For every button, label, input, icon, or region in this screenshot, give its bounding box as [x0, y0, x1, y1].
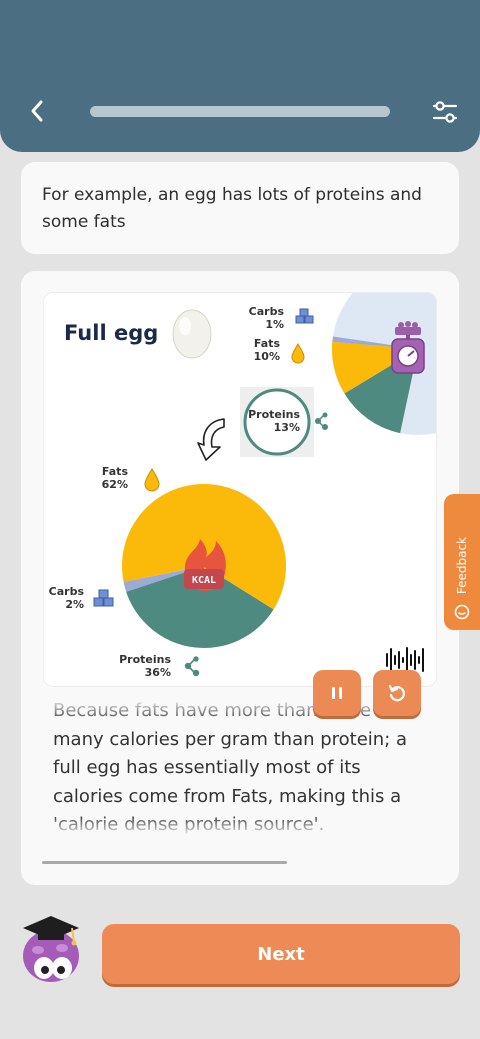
intro-text: For example, an egg has lots of proteins…	[42, 185, 422, 232]
waveform-icon	[386, 647, 424, 673]
top-header	[0, 0, 480, 152]
svg-text:36%: 36%	[145, 666, 171, 679]
mascot-avatar	[23, 916, 79, 982]
chevron-left-icon	[31, 100, 43, 122]
cubes-icon	[93, 589, 114, 607]
lesson-card: Full egg Carbs 1% Fats 10%	[21, 271, 459, 885]
svg-text:1%: 1%	[265, 318, 284, 331]
svg-text:10%: 10%	[254, 350, 280, 363]
calorie-label-proteins: Proteins 36%	[119, 653, 171, 679]
svg-text:Carbs: Carbs	[49, 585, 85, 598]
pause-button[interactable]	[313, 670, 361, 716]
back-button[interactable]	[22, 96, 52, 126]
chat-bubble-icon	[454, 604, 470, 620]
svg-text:2%: 2%	[65, 598, 84, 611]
svg-text:Proteins: Proteins	[248, 408, 300, 421]
egg-icon	[172, 309, 212, 359]
narration-fade-top	[53, 697, 433, 723]
kcal-badge-label: KCAL	[192, 575, 216, 586]
sliders-icon	[432, 101, 458, 123]
svg-text:62%: 62%	[102, 478, 128, 491]
settings-button[interactable]	[430, 97, 460, 127]
pause-icon	[332, 687, 342, 699]
narration-scroll[interactable]: Because fats have more than twice as man…	[53, 697, 433, 837]
svg-text:Fats: Fats	[102, 465, 129, 478]
curved-arrow-icon	[197, 418, 225, 461]
calorie-pie-carbs-slice	[123, 566, 204, 592]
calorie-label-fats: Fats 62%	[102, 465, 129, 491]
calorie-label-carbs: Carbs 2%	[49, 585, 85, 611]
kitchen-scale-icon	[391, 321, 425, 374]
replay-button[interactable]	[373, 670, 421, 716]
lesson-progress-bar	[90, 106, 390, 117]
narration-scrollbar[interactable]	[42, 861, 287, 864]
illustration-title: Full egg	[64, 321, 158, 345]
oil-drop-icon	[144, 468, 160, 492]
feedback-tab[interactable]: Feedback	[444, 494, 480, 630]
svg-text:Proteins: Proteins	[119, 653, 171, 666]
weight-label-proteins: Proteins 13%	[240, 387, 314, 457]
svg-text:Carbs: Carbs	[249, 305, 285, 318]
svg-text:Fats: Fats	[254, 337, 281, 350]
replay-icon	[388, 684, 405, 702]
weight-label-fats: Fats 10%	[254, 337, 281, 363]
feedback-label: Feedback	[455, 536, 469, 594]
calorie-pie-proteins-slice	[126, 566, 274, 648]
egg-macros-illustration: Full egg Carbs 1% Fats 10%	[43, 292, 437, 687]
lesson-progress-fill	[90, 106, 390, 117]
weight-label-carbs: Carbs 1%	[249, 305, 285, 331]
intro-card: For example, an egg has lots of proteins…	[21, 162, 459, 254]
svg-text:13%: 13%	[274, 421, 300, 434]
oil-drop-icon	[291, 342, 305, 364]
narration-fade-bottom	[53, 815, 433, 837]
cubes-icon	[295, 308, 314, 324]
macro-pies-svg: Full egg Carbs 1% Fats 10%	[49, 293, 436, 679]
molecule-icon	[184, 656, 200, 677]
molecule-icon	[315, 412, 328, 430]
kcal-flame-icon: KCAL	[184, 539, 226, 591]
next-button[interactable]: Next	[102, 924, 460, 984]
